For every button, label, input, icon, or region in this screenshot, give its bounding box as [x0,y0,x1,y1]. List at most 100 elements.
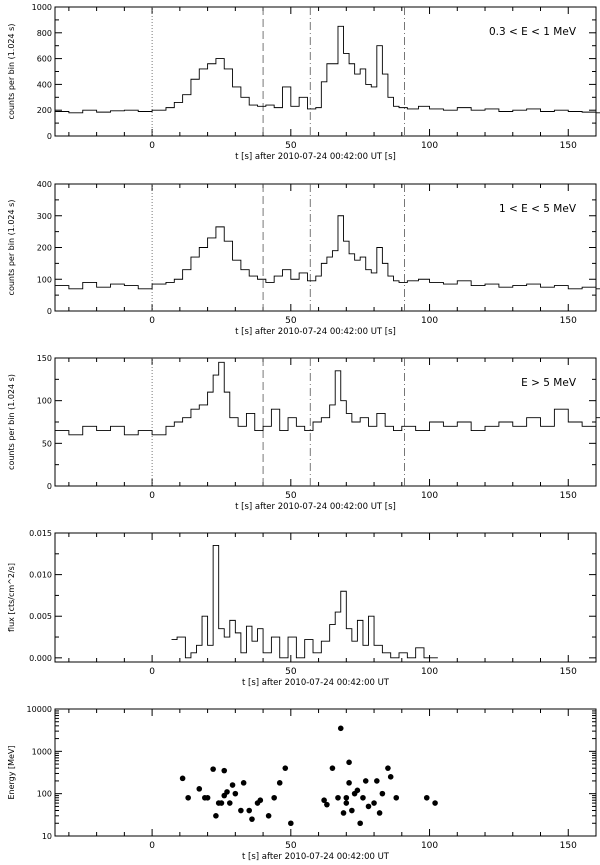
y-tick-label: 600 [37,55,52,64]
data-point [179,775,186,782]
data-point [271,794,277,801]
data-point [385,765,391,771]
y-tick-label: 100 [37,790,52,799]
y-tick-label: 300 [37,212,52,221]
y-tick-label: 10000 [27,705,52,714]
y-tick-label: 0 [47,482,52,491]
y-tick-label: 400 [37,80,52,89]
x-tick-label: 0 [149,667,155,677]
data-point [343,800,350,806]
x-tick-label: 50 [285,141,297,151]
plot-frame [54,532,597,663]
data-point [379,790,386,797]
series-line [55,361,600,436]
y-tick-label: 150 [37,354,52,363]
panel-3: 0 50 100 150 0 50 100 150 t [s] after 2010-07-24… [7,354,600,512]
data-point [204,794,211,801]
y-tick-label: 0 [47,132,52,141]
data-point [362,778,369,784]
x-tick-label: 50 [285,667,297,677]
panel-5: 0 50 100 150 10 100 1000 10000 t [s] after 2010-… [7,705,597,862]
data-point [276,780,283,786]
data-point [185,794,191,801]
x-tick-label: 150 [560,316,577,326]
energy-range-label: 1 < E < 5 MeV [499,203,577,215]
y-axis-label: Energy [MeV] [7,745,16,799]
x-axis-label: t [s] after 2010-07-24 00:42:00 UT [s] [235,502,396,512]
y-tick-label: 200 [37,106,52,115]
data-point [337,725,344,732]
data-point [232,790,239,797]
data-point [360,794,366,801]
x-tick-label: 50 [285,841,297,851]
y-axis-label: counts per bin (1.024 s) [7,374,16,470]
data-point [335,794,341,801]
series-line [55,25,600,114]
data-point [321,797,327,804]
x-tick-label: 150 [560,491,577,501]
series-line [171,545,438,659]
data-point [374,778,380,784]
data-point [365,803,372,810]
y-tick-label: 1000 [32,3,52,12]
data-point [246,807,253,814]
data-point [257,797,264,804]
data-point [329,765,336,771]
x-tick-label: 0 [149,141,155,151]
plot-frame [54,708,597,837]
y-axis-label: flux [cts/cm^2/s] [7,563,16,632]
data-point [387,774,394,780]
data-point [376,810,383,816]
x-axis-label: t [s] after 2010-07-24 00:42:00 UT [s] [235,327,396,337]
x-axis-label: t [s] after 2010-07-24 00:42:00 UT [242,678,390,688]
data-point [432,800,438,806]
y-tick-label: 50 [42,439,52,448]
x-axis-label: t [s] after 2010-07-24 00:42:00 UT [242,852,390,862]
y-tick-label: 0 [47,307,52,316]
data-point [249,816,255,822]
x-axis-label: t [s] after 2010-07-24 00:42:00 UT [s] [235,152,396,162]
data-point [357,820,363,827]
data-point [221,767,228,774]
y-tick-label: 1000 [32,747,52,756]
data-point [288,820,294,827]
y-tick-label: 0.005 [29,612,52,621]
panel-4: 0 50 100 150 0.000 0.005 0.010 0.015 t [s] after… [7,529,597,688]
data-point [224,789,230,795]
x-tick-label: 0 [149,491,155,501]
series-line [55,215,600,290]
data-point [213,813,219,819]
y-axis-label: counts per bin (1.024 s) [7,200,16,296]
data-point [218,800,225,806]
x-tick-label: 50 [285,316,297,326]
x-tick-label: 150 [560,141,577,151]
data-point [226,800,233,806]
data-point [282,765,289,771]
x-tick-label: 100 [421,141,438,151]
x-tick-label: 100 [421,841,438,851]
data-point [346,759,352,766]
data-point [210,766,216,772]
data-point [196,786,203,792]
panel-2: 0 50 100 150 0 100 200 300 400 t [s] after 2010-0… [7,180,600,337]
plot-frame [54,357,597,487]
data-point [393,794,400,801]
x-tick-label: 100 [421,667,438,677]
data-point [349,807,355,814]
panel-1: 0 50 100 150 0 200 400 600 800 1000 t [s] after 20… [7,3,600,162]
x-tick-label: 100 [421,316,438,326]
y-tick-label: 400 [37,180,52,189]
data-point [346,780,352,786]
y-tick-label: 10 [42,832,52,841]
y-tick-label: 800 [37,29,52,38]
y-tick-label: 0.015 [29,529,52,538]
data-point [340,810,347,816]
x-tick-label: 150 [560,841,577,851]
data-point [343,794,350,801]
y-tick-label: 100 [37,275,52,284]
y-tick-label: 100 [37,397,52,406]
data-point [371,800,377,806]
y-tick-label: 200 [37,244,52,253]
x-tick-label: 100 [421,491,438,501]
